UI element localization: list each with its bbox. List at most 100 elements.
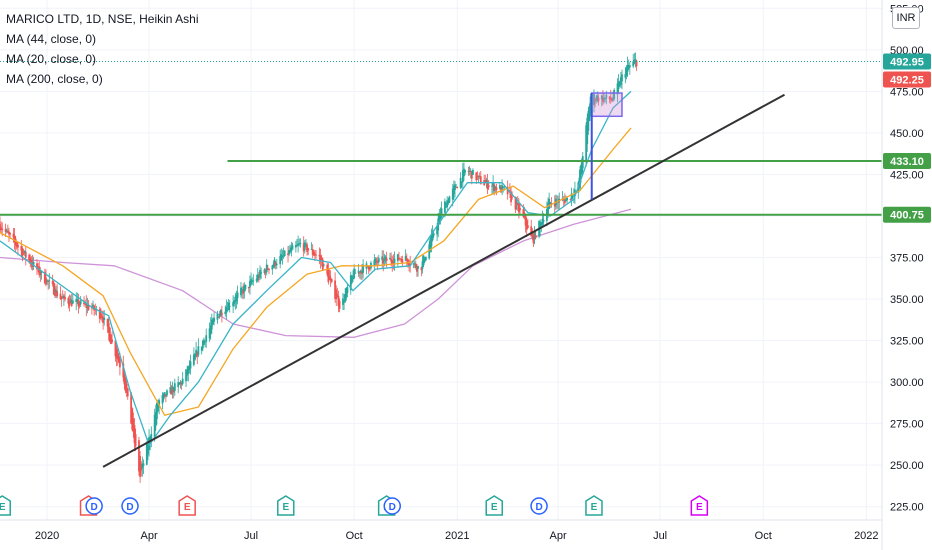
candle-body — [530, 226, 533, 237]
candle-body — [38, 266, 41, 275]
event-letter: E — [696, 502, 703, 513]
candle-body — [305, 243, 307, 245]
candle-29 — [45, 269, 47, 287]
horizontal-levels[interactable] — [0, 61, 882, 216]
candle-body — [28, 254, 31, 261]
range-box[interactable] — [590, 92, 623, 200]
candle-body — [243, 286, 246, 292]
event-markers[interactable]: EEDDEEEDEDEE — [0, 495, 709, 516]
candle-body — [416, 265, 418, 272]
candle-body — [532, 235, 535, 244]
legend-title[interactable]: MARICO LTD, 1D, NSE, Heikin Ashi — [6, 12, 199, 26]
event-marker-11[interactable]: E — [690, 495, 709, 516]
candle-body — [327, 269, 330, 283]
candle-body — [384, 256, 387, 260]
candle-295 — [461, 162, 464, 189]
candle-body — [358, 271, 361, 274]
candle-body — [460, 181, 463, 183]
candle-body — [404, 256, 407, 261]
candle-body — [85, 303, 88, 308]
candle-44 — [68, 294, 71, 312]
candle-19 — [29, 254, 32, 268]
candle-body — [464, 170, 466, 173]
earnings-icon — [585, 495, 603, 516]
candle-124 — [194, 352, 196, 361]
candle-232 — [362, 259, 365, 279]
candle-body — [588, 106, 591, 121]
candle-45 — [69, 295, 72, 304]
candle-146 — [227, 299, 230, 311]
candle-255 — [399, 257, 401, 262]
candle-293 — [459, 172, 462, 190]
candle-body — [522, 209, 525, 217]
candle-body — [376, 261, 379, 263]
event-marker-7[interactable]: D — [383, 497, 401, 515]
event-marker-2[interactable]: D — [85, 497, 103, 515]
candle-body — [21, 248, 24, 257]
event-marker-3[interactable]: D — [121, 497, 139, 515]
ma200-path — [0, 208, 632, 338]
event-marker-5[interactable]: E — [277, 495, 295, 516]
legend-ma44[interactable]: MA (44, close, 0) — [6, 32, 97, 46]
candle-393 — [616, 78, 619, 103]
candle-6 — [8, 227, 10, 243]
candle-193 — [302, 236, 305, 257]
candle-396 — [619, 71, 622, 89]
candle-body — [321, 259, 324, 270]
event-marker-8[interactable]: E — [485, 495, 503, 516]
currency-badge[interactable]: INR — [892, 7, 920, 29]
candle-body — [609, 97, 612, 101]
candle-184 — [288, 245, 291, 257]
candle-body — [493, 184, 496, 192]
candle-112 — [173, 378, 176, 396]
candle-55 — [85, 295, 88, 317]
candle-99 — [154, 404, 157, 431]
candle-body — [421, 261, 424, 269]
time-axis[interactable]: 2020 Apr Jul Oct 2021 Apr Jul Oct 2022 — [0, 519, 882, 542]
candle-171 — [266, 265, 269, 271]
event-marker-10[interactable]: E — [585, 495, 603, 516]
event-marker-0[interactable]: E — [0, 495, 11, 516]
candle-22 — [32, 256, 35, 270]
candle-28 — [43, 268, 46, 285]
candle-235 — [367, 265, 370, 274]
candle-326 — [510, 187, 512, 206]
candle-320 — [501, 179, 503, 196]
candle-body — [250, 279, 252, 285]
candle-43 — [67, 296, 70, 309]
candle-134 — [209, 317, 212, 340]
event-marker-9[interactable]: D — [530, 497, 548, 515]
candle-120 — [187, 365, 190, 382]
legend-ma20[interactable]: MA (20, close, 0) — [6, 52, 97, 66]
candle-160 — [250, 272, 252, 286]
ma20-line — [0, 90, 632, 446]
candle-body — [448, 196, 451, 203]
candle-body — [23, 250, 26, 253]
candle-71 — [110, 334, 112, 345]
candle-body — [78, 303, 81, 306]
candle-body — [343, 301, 345, 303]
candle-body — [268, 268, 270, 271]
candle-body — [275, 264, 278, 265]
candle-body — [280, 254, 283, 261]
candle-body — [110, 334, 112, 345]
candle-382 — [597, 94, 600, 106]
candle-167 — [260, 267, 263, 280]
candle-161 — [251, 277, 254, 285]
candle-body — [172, 389, 175, 393]
candle-314 — [492, 175, 495, 194]
candle-body — [447, 202, 450, 204]
legend-ma200[interactable]: MA (200, close, 0) — [6, 72, 103, 86]
candle-body — [475, 172, 478, 181]
candle-body — [114, 340, 117, 357]
price-tick-label: 450.00 — [890, 128, 924, 140]
trendline-drawing[interactable] — [102, 93, 785, 468]
candle-56 — [86, 297, 89, 314]
candle-227 — [354, 268, 357, 274]
candle-body — [585, 125, 588, 163]
candle-39 — [60, 296, 63, 307]
time-tick-label: Jul — [244, 530, 258, 542]
candle-body — [273, 259, 276, 266]
event-marker-4[interactable]: E — [178, 495, 196, 516]
